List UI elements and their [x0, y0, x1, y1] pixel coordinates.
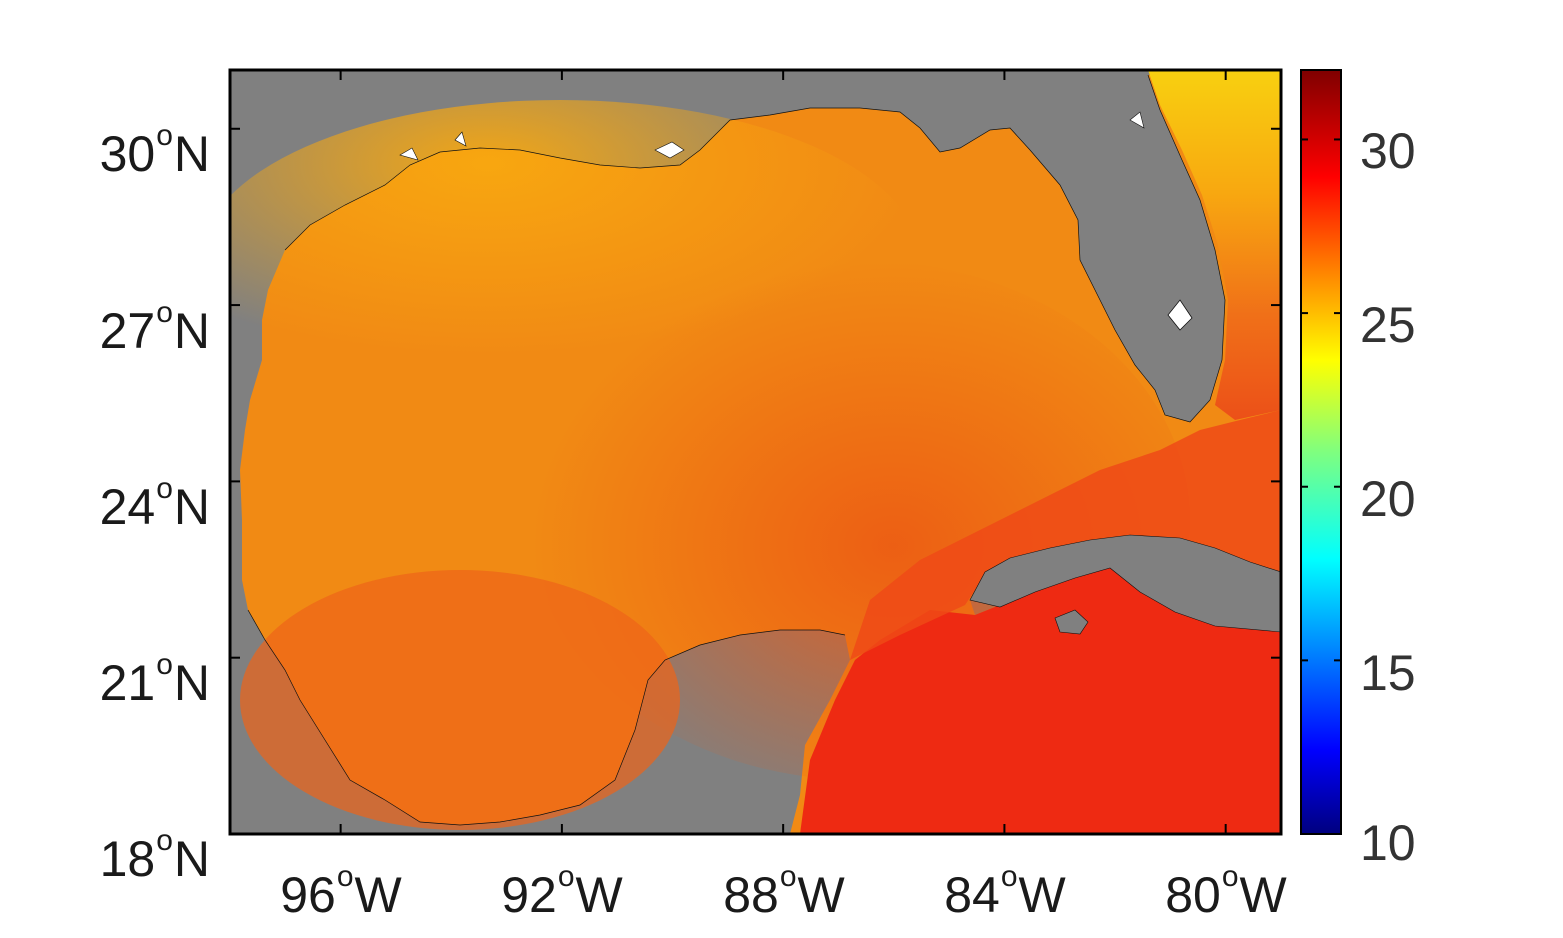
colorbar-tick-marks [1301, 138, 1341, 835]
colorbar-label-15: 15 [1360, 645, 1416, 701]
map-area [230, 70, 1281, 834]
lon-label-88: 88oW [723, 860, 845, 923]
lon-label-84: 84oW [944, 860, 1066, 923]
colorbar [1300, 69, 1342, 835]
coastline-north [284, 74, 1226, 423]
lat-label-30: 30oN [99, 119, 210, 182]
axis-tick-marks [230, 70, 1281, 835]
coastline-yucatan [247, 609, 846, 826]
colorbar-label-10: 10 [1360, 815, 1416, 871]
map-frame [228, 68, 1283, 836]
lat-label-27: 27oN [99, 296, 210, 359]
lon-label-92: 92oW [501, 860, 623, 923]
coastal-bay-1 [454, 131, 467, 147]
lat-label-18: 18oN [99, 824, 210, 887]
lon-label-96: 96oW [280, 860, 402, 923]
lat-label-21: 21oN [99, 648, 210, 711]
lat-label-24: 24oN [99, 472, 210, 535]
lon-label-80: 80oW [1165, 860, 1287, 923]
caribbean-warm-water [800, 565, 1281, 834]
coastal-bay-3 [1129, 111, 1145, 129]
colorbar-label-25: 25 [1360, 297, 1416, 353]
lake-pontchartrain [654, 141, 685, 159]
cuba-landmass [969, 534, 1281, 633]
lake-okeechobee [1167, 299, 1193, 331]
yucatan-channel-water [850, 410, 1281, 660]
atlantic-water [1148, 70, 1281, 420]
coastal-bay-2 [399, 147, 419, 161]
colorbar-label-30: 30 [1360, 123, 1416, 179]
southwest-warm-water [240, 570, 680, 830]
isla-juventud [1054, 609, 1089, 635]
colorbar-label-20: 20 [1360, 471, 1416, 527]
